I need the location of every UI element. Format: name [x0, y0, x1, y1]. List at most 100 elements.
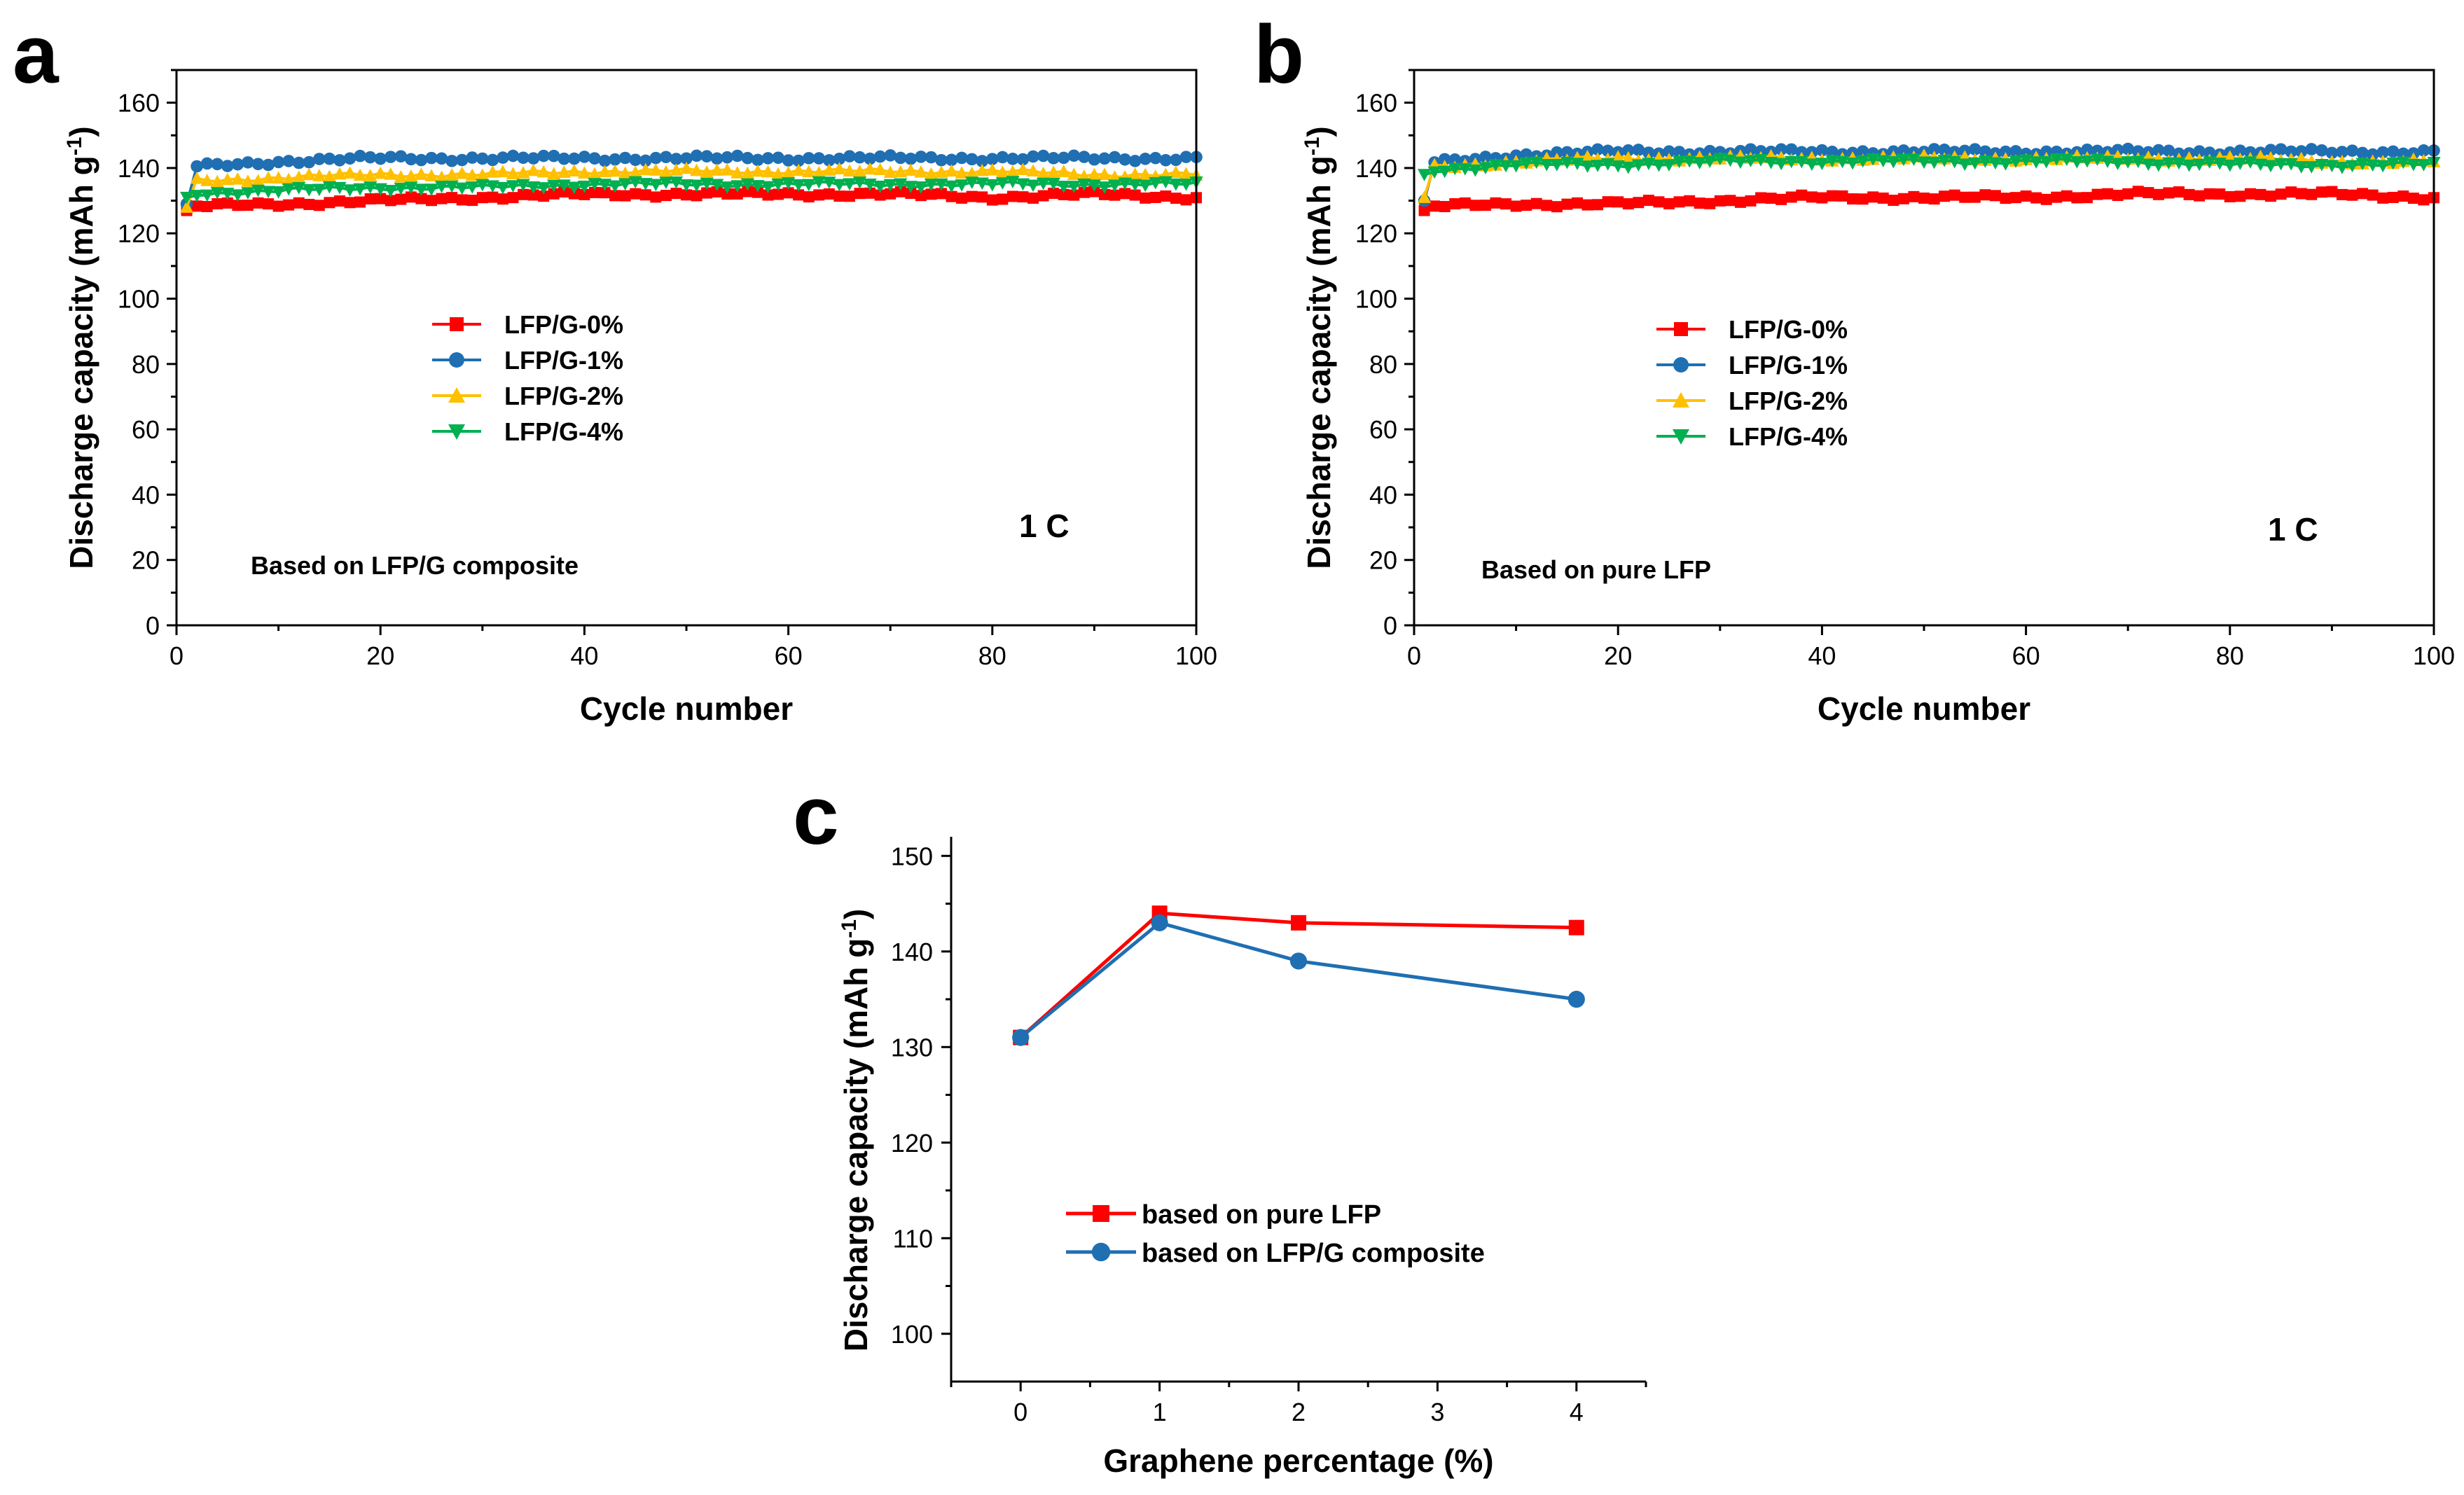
data-point: [608, 180, 622, 193]
data-point: [527, 152, 540, 165]
data-point: [700, 150, 713, 162]
data-point: [527, 181, 541, 194]
y-tick-label: 40: [132, 480, 160, 509]
data-point: [1886, 155, 1900, 169]
data-point: [1755, 192, 1767, 204]
data-point: [618, 151, 632, 165]
data-point: [660, 151, 672, 164]
data-point: [2030, 192, 2042, 204]
data-point: [751, 180, 765, 193]
data-point: [649, 163, 663, 176]
series-line: [1019, 911, 1577, 1039]
data-point: [1109, 189, 1121, 201]
data-point: [823, 188, 835, 200]
data-point: [476, 152, 489, 165]
data-point: [710, 163, 724, 176]
data-point: [1939, 190, 1951, 202]
data-point: [2132, 186, 2144, 197]
data-point: [1846, 157, 1860, 170]
data-point: [1128, 155, 1142, 167]
data-point: [944, 180, 959, 193]
data-point: [1633, 197, 1645, 209]
data-point: [2346, 144, 2359, 157]
data-point: [680, 152, 693, 165]
data-point: [588, 167, 602, 180]
y-tick-label: 140: [118, 154, 160, 183]
data-point: [424, 169, 438, 182]
data-point: [894, 165, 908, 178]
data-point: [1541, 200, 1553, 211]
data-point: [1673, 146, 1686, 158]
data-point: [1016, 153, 1030, 166]
data-point: [497, 151, 509, 164]
data-point: [1098, 181, 1112, 194]
data-point: [669, 163, 684, 176]
data-point: [242, 200, 254, 211]
data-point: [852, 176, 867, 189]
legend-marker: [448, 387, 465, 403]
data-point: [1754, 154, 1768, 167]
data-point: [527, 189, 539, 201]
data-point: [691, 190, 702, 202]
data-point: [1570, 158, 1584, 170]
panel-letter: b: [1254, 8, 1304, 101]
data-point: [1621, 144, 1635, 157]
chart-panel-c: c 0 1 2 3 4 100 110 120 130 140 150 Graphene percent…: [793, 770, 1647, 1479]
data-point: [1745, 195, 1757, 207]
data-point: [803, 191, 815, 203]
data-point: [303, 198, 315, 210]
data-point: [1037, 177, 1051, 190]
data-point: [1867, 191, 1879, 203]
data-point: [864, 152, 876, 165]
data-point: [1580, 160, 1595, 173]
data-point: [395, 193, 407, 205]
data-point: [496, 165, 510, 178]
data-point: [394, 170, 408, 183]
data-point: [1107, 170, 1122, 183]
data-point: [343, 152, 357, 165]
data-point: [1037, 166, 1051, 179]
data-point: [466, 151, 479, 164]
data-point: [1118, 177, 1132, 190]
data-point: [2376, 146, 2389, 159]
data-point: [731, 188, 743, 200]
data-point: [874, 189, 886, 201]
data-point: [2152, 188, 2164, 200]
data-point: [883, 165, 897, 178]
data-point: [251, 184, 265, 197]
data-point: [649, 179, 663, 192]
data-point: [1488, 159, 1503, 172]
data-point: [466, 195, 478, 207]
data-point: [955, 179, 969, 192]
data-point: [1510, 200, 1522, 212]
data-point: [2234, 190, 2246, 202]
y-axis-label-close: ): [1301, 126, 1337, 137]
data-point: [1785, 191, 1797, 203]
data-point: [1805, 158, 1819, 171]
data-point: [832, 179, 846, 192]
data-point: [1713, 153, 1727, 166]
data-point: [1149, 151, 1162, 165]
data-point: [679, 179, 693, 192]
y-tick-label: 140: [891, 938, 933, 966]
data-point: [385, 195, 396, 207]
y-axis-label: Discharge capacity (mAh g-1): [838, 909, 874, 1352]
series-line: [1019, 921, 1577, 1039]
legend-marker: [1673, 429, 1689, 445]
data-point: [997, 193, 1009, 205]
data-point: [1530, 156, 1544, 169]
y-tick-label: 40: [1369, 480, 1397, 509]
data-point: [2183, 188, 2195, 200]
data-point: [1087, 167, 1101, 181]
data-point: [1170, 193, 1182, 204]
data-point: [1469, 200, 1481, 211]
data-point: [1825, 155, 1839, 168]
data-point: [497, 193, 508, 205]
data-point: [1876, 155, 1890, 168]
data-point: [1857, 193, 1869, 205]
data-point: [221, 188, 235, 200]
data-point: [2377, 192, 2389, 204]
x-tick-label: 80: [978, 641, 1006, 670]
data-point: [200, 157, 214, 170]
x-axis-label: Cycle number: [1818, 690, 2030, 727]
